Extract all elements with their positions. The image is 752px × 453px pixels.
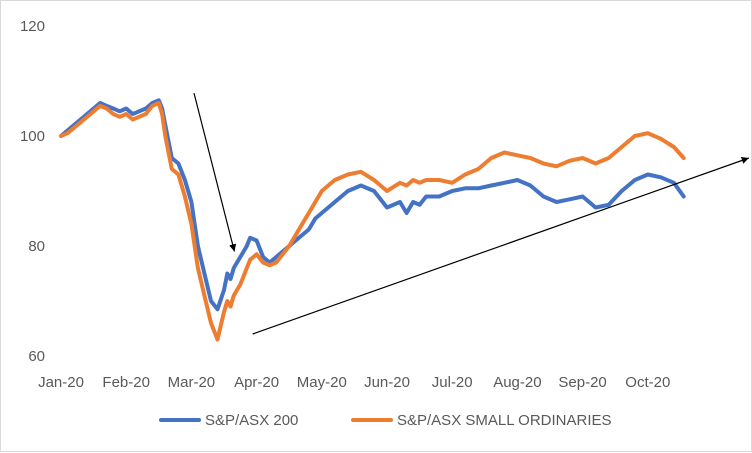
x-tick-label: Mar-20	[168, 374, 216, 391]
x-tick-label: Aug-20	[493, 374, 541, 391]
annotation-arrow-1	[193, 92, 237, 252]
x-axis: Jan-20 Feb-20 Mar-20 Apr-20 May-20 Jun-20 Jul-…	[38, 374, 670, 391]
y-tick-label: 120	[20, 18, 45, 35]
y-tick-label: 60	[28, 348, 45, 365]
x-tick-label: Feb-20	[102, 374, 150, 391]
series-line-2	[59, 101, 686, 342]
series-line-1	[59, 98, 686, 312]
legend-label-1: S&P/ASX 200	[205, 412, 298, 429]
x-tick-label: Apr-20	[234, 374, 279, 391]
annotation-arrow-2	[252, 157, 750, 335]
x-tick-label: Jun-20	[364, 374, 410, 391]
series-layer	[59, 98, 686, 342]
x-tick-label: Oct-20	[625, 374, 670, 391]
x-tick-label: Jan-20	[38, 374, 84, 391]
legend: S&P/ASX 200 S&P/ASX SMALL ORDINARIES	[159, 412, 612, 429]
y-tick-label: 80	[28, 238, 45, 255]
x-tick-label: Jul-20	[432, 374, 473, 391]
x-tick-label: Sep-20	[558, 374, 606, 391]
y-tick-label: 100	[20, 128, 45, 145]
x-tick-label: May-20	[297, 374, 347, 391]
legend-label-2: S&P/ASX SMALL ORDINARIES	[397, 412, 612, 429]
y-axis: 60 80 100 120	[20, 18, 45, 365]
annotation-layer	[193, 92, 750, 335]
